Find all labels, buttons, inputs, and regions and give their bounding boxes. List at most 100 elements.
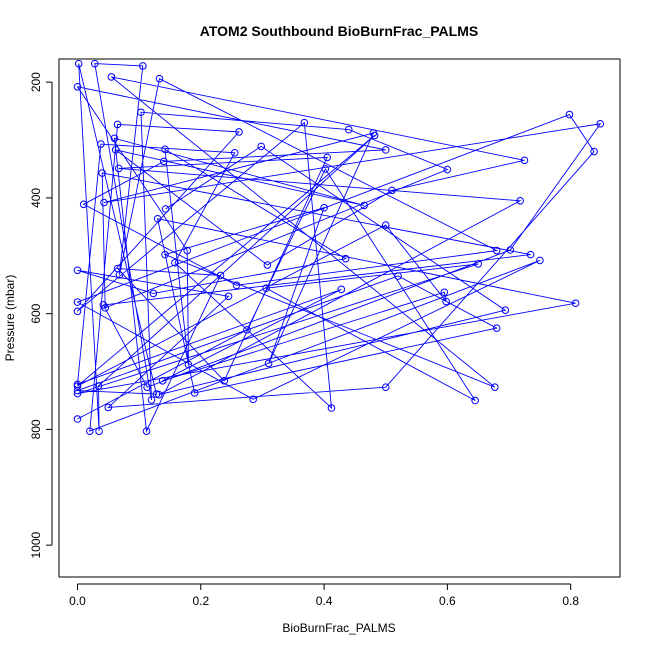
- x-tick-label: 0.6: [439, 594, 456, 608]
- data-point: [73, 389, 82, 398]
- data-point: [73, 307, 82, 316]
- data-point: [111, 146, 120, 154]
- data-point: [101, 304, 110, 312]
- data-point: [381, 146, 390, 154]
- y-axis: 200 400 600 800 1000: [29, 72, 53, 559]
- data-point: [536, 256, 544, 265]
- x-tick-label: 0.0: [69, 594, 86, 608]
- series-line: [76, 63, 602, 433]
- x-axis: 0.0 0.2 0.4 0.6 0.8: [69, 583, 579, 608]
- data-point: [110, 134, 119, 143]
- data-point: [155, 390, 163, 399]
- data-point: [158, 376, 167, 385]
- data-point: [73, 415, 82, 423]
- y-tick-label: 800: [29, 419, 43, 439]
- data-point: [501, 306, 510, 314]
- plot-frame: [58, 58, 621, 578]
- data-point: [113, 120, 122, 129]
- data-point: [220, 376, 229, 385]
- data-point: [327, 404, 336, 412]
- data-point: [388, 186, 396, 195]
- x-tick-label: 0.4: [316, 594, 333, 608]
- data-point: [94, 382, 103, 390]
- data-point: [73, 82, 82, 91]
- data-point: [520, 156, 529, 165]
- data-point: [115, 271, 124, 279]
- data-point: [526, 250, 535, 259]
- data-point: [86, 427, 94, 435]
- data-point: [596, 120, 605, 128]
- data-point: [491, 383, 499, 391]
- data-point: [264, 359, 273, 368]
- data-point: [73, 266, 82, 275]
- data-point: [216, 271, 225, 280]
- data-point: [474, 260, 483, 268]
- data-point: [300, 118, 309, 127]
- data-point: [471, 396, 479, 405]
- data-point: [323, 153, 331, 162]
- data-point: [73, 298, 82, 306]
- data-point: [79, 200, 88, 209]
- data-point: [147, 396, 156, 404]
- data-point: [341, 254, 350, 263]
- data-point: [257, 142, 266, 151]
- data-point: [149, 289, 158, 298]
- data-point: [97, 140, 105, 148]
- data-point: [232, 281, 241, 290]
- data-point: [153, 214, 162, 223]
- y-tick-label: 1000: [29, 531, 43, 558]
- data-point: [161, 145, 169, 154]
- data-point: [571, 299, 580, 308]
- x-tick-label: 0.2: [192, 594, 209, 608]
- y-tick-label: 200: [29, 72, 43, 92]
- data-point: [73, 380, 82, 389]
- data-point: [249, 395, 257, 404]
- data-point: [243, 326, 251, 334]
- chart-title: ATOM2 Southbound BioBurnFrac_PALMS: [200, 23, 478, 39]
- data-point: [139, 62, 147, 70]
- data-point: [516, 196, 524, 205]
- data-point: [171, 258, 179, 267]
- data-point: [263, 261, 272, 269]
- data-point: [262, 284, 270, 292]
- data-point: [114, 164, 123, 173]
- data-point: [184, 360, 193, 369]
- data-point: [142, 427, 151, 435]
- data-point: [143, 383, 151, 391]
- data-point: [321, 165, 330, 173]
- data-point: [104, 403, 113, 412]
- data-point: [98, 169, 106, 177]
- data-point: [74, 59, 83, 68]
- series-lines: [76, 63, 602, 433]
- data-point: [235, 128, 243, 136]
- data-point: [442, 297, 450, 306]
- y-tick-label: 600: [29, 303, 43, 323]
- data-point: [381, 221, 390, 229]
- data-point: [161, 205, 170, 213]
- data-point: [443, 165, 452, 174]
- y-tick-label: 400: [29, 188, 43, 208]
- data-point: [320, 203, 328, 212]
- data-point: [370, 131, 379, 140]
- data-point: [190, 389, 199, 397]
- data-point: [337, 285, 346, 294]
- data-point: [183, 246, 192, 255]
- data-point: [161, 250, 169, 259]
- x-axis-label: BioBurnFrac_PALMS: [282, 621, 395, 635]
- data-point: [90, 59, 99, 68]
- data-point: [224, 292, 233, 301]
- series-points: [73, 59, 605, 435]
- data-point: [565, 110, 574, 119]
- data-point: [107, 73, 116, 81]
- x-tick-label: 0.8: [562, 594, 579, 608]
- data-point: [95, 427, 103, 435]
- data-point: [506, 246, 515, 254]
- data-point: [137, 108, 145, 117]
- data-point: [381, 383, 390, 391]
- data-point: [492, 324, 501, 332]
- data-point: [344, 125, 353, 134]
- data-point: [160, 157, 168, 166]
- y-axis-label: Pressure (mbar): [3, 275, 17, 362]
- data-point: [155, 74, 164, 83]
